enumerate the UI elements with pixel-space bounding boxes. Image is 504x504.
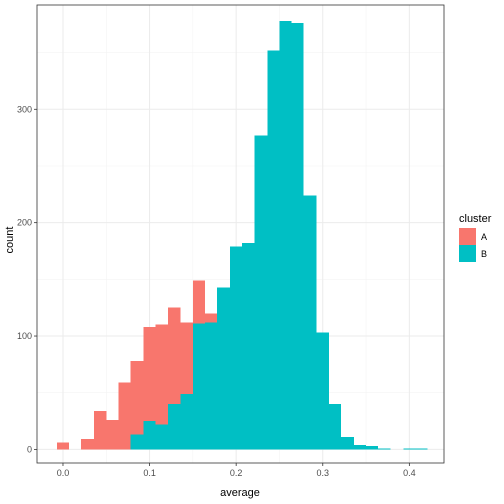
bar-cluster-b: [143, 421, 156, 450]
plot-panel: [36, 4, 445, 464]
bar-cluster-b: [279, 20, 292, 450]
bar-cluster-a: [204, 313, 218, 323]
bar-cluster-a: [192, 280, 205, 324]
bar-cluster-b: [353, 444, 367, 450]
x-tick-label: 0.1: [143, 468, 156, 478]
bar-cluster-b: [192, 323, 205, 450]
bar-cluster-b: [130, 434, 144, 450]
legend: cluster A B: [459, 213, 492, 262]
bar-cluster-b: [180, 393, 193, 450]
bar-cluster-b: [340, 436, 354, 450]
bar-cluster-b: [303, 195, 317, 450]
x-tick-label: 0.2: [230, 468, 243, 478]
legend-key-a: [459, 228, 476, 245]
bar-cluster-b: [217, 287, 231, 450]
bar-cluster-b: [254, 135, 268, 450]
x-axis: 0.0 0.1 0.2 0.3 0.4: [57, 463, 416, 478]
bar-cluster-b: [366, 445, 379, 450]
panel-border: [36, 4, 445, 464]
bar-cluster-b: [267, 50, 280, 450]
y-tick-label: 100: [17, 331, 32, 341]
histogram-bars: [56, 20, 428, 450]
bar-cluster-b: [167, 404, 181, 450]
y-tick-label: 300: [17, 104, 32, 114]
bar-cluster-b: [378, 448, 391, 450]
bar-cluster-a: [118, 382, 131, 450]
bar-cluster-b: [328, 404, 341, 450]
bar-cluster-a: [130, 360, 144, 435]
y-tick-label: 0: [27, 444, 32, 454]
bar-cluster-b: [403, 448, 416, 450]
bar-cluster-a: [180, 322, 193, 394]
bar-cluster-a: [143, 326, 156, 422]
x-axis-title: average: [220, 487, 260, 499]
bar-cluster-a: [106, 419, 119, 450]
bar-cluster-a: [56, 442, 70, 450]
bar-cluster-a: [155, 324, 168, 425]
y-axis: 0 100 200 300: [17, 104, 37, 454]
bar-cluster-b: [155, 424, 168, 450]
bar-cluster-b: [316, 332, 329, 450]
bar-cluster-a: [81, 439, 95, 450]
bar-cluster-b: [242, 243, 255, 450]
x-tick-label: 0.3: [317, 468, 330, 478]
y-tick-label: 200: [17, 218, 32, 228]
y-axis-title: count: [4, 227, 16, 254]
legend-key-b: [459, 245, 476, 262]
legend-title: cluster: [459, 213, 492, 225]
legend-label-b: B: [481, 249, 487, 259]
x-tick-label: 0.0: [57, 468, 70, 478]
x-tick-label: 0.4: [403, 468, 416, 478]
bar-cluster-a: [167, 307, 181, 405]
bar-cluster-b: [230, 246, 243, 450]
bar-cluster-a: [94, 410, 107, 450]
legend-label-a: A: [481, 232, 487, 242]
bar-cluster-b: [415, 448, 428, 450]
bar-cluster-b: [291, 23, 304, 450]
bar-cluster-b: [204, 322, 218, 450]
